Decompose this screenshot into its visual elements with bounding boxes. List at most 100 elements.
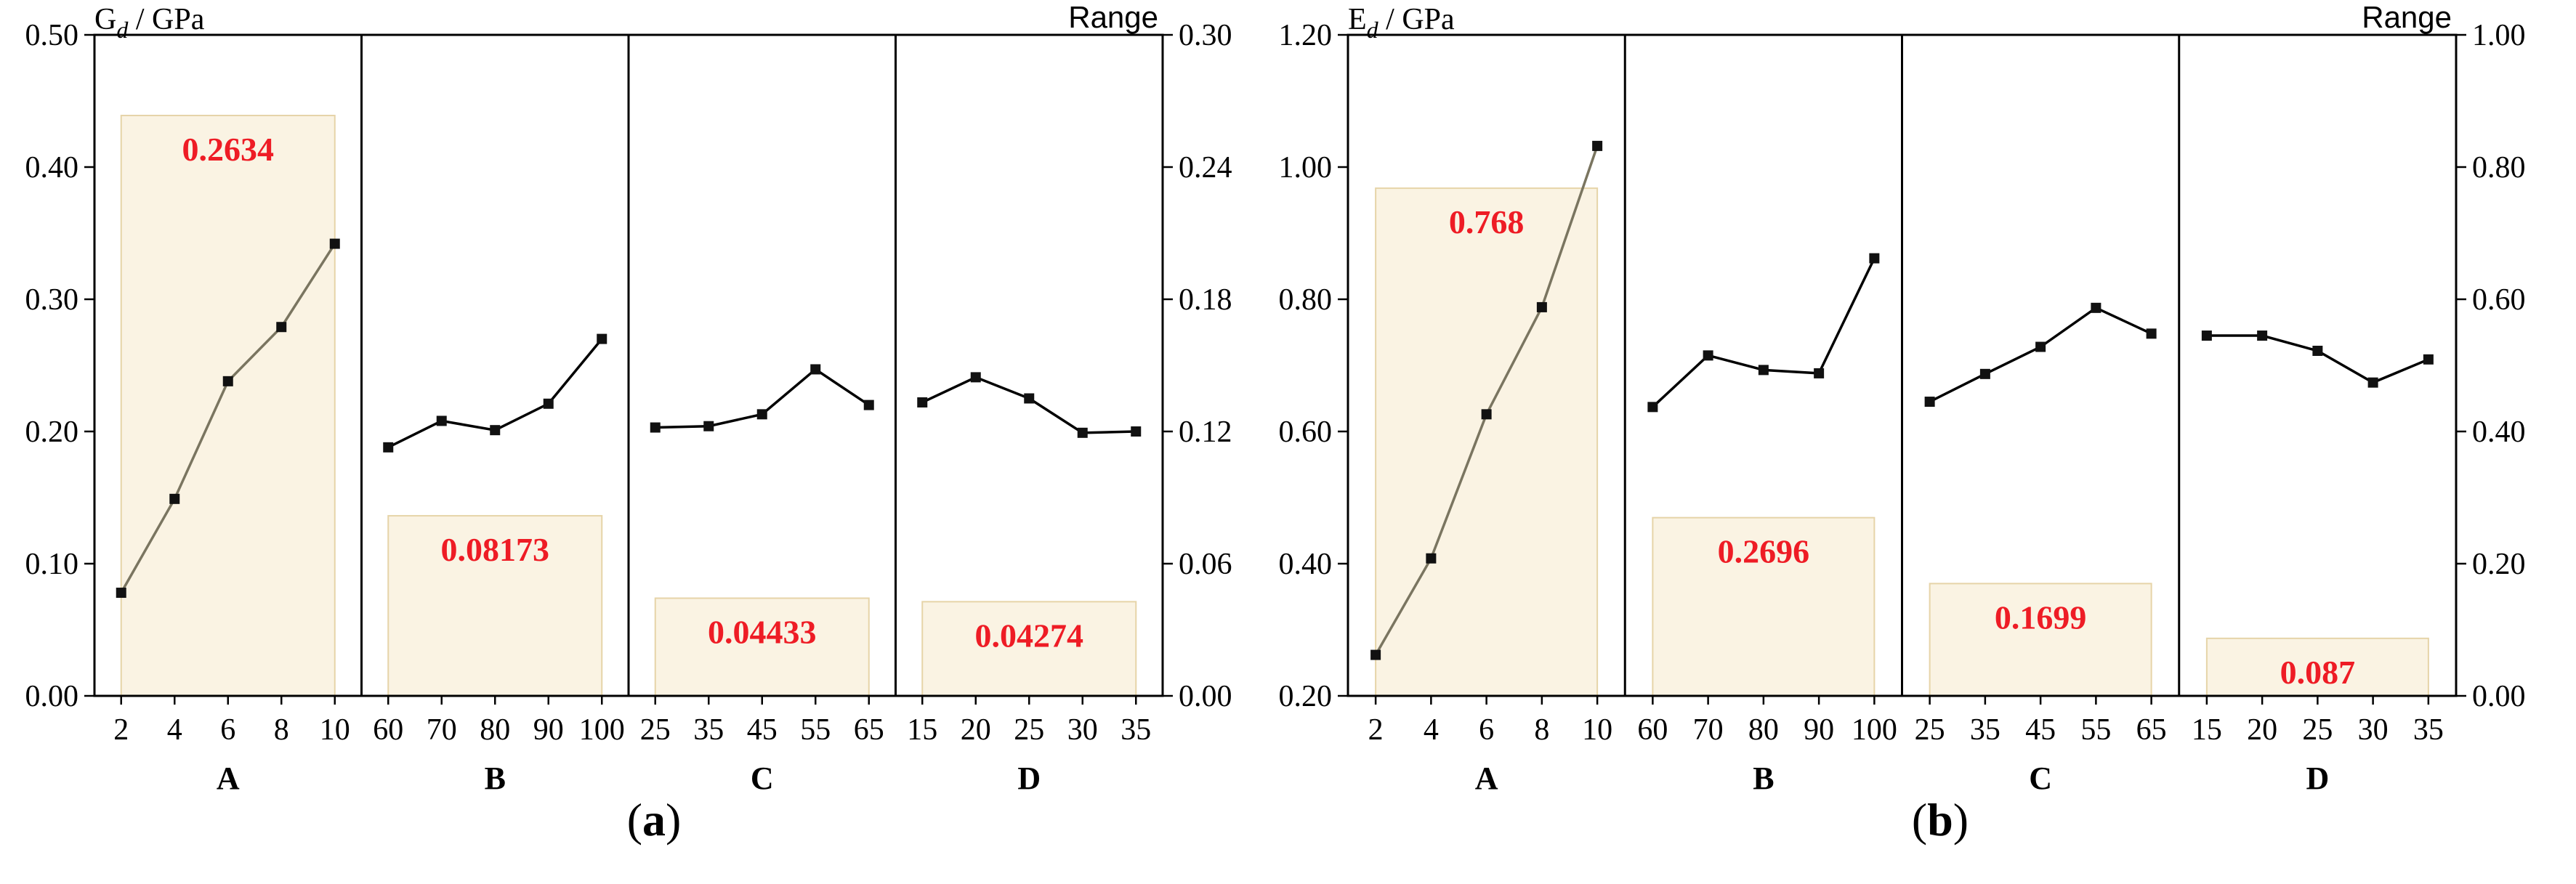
x-tick-label: 20 — [2247, 713, 2277, 747]
x-tick-label: 100 — [1852, 713, 1897, 747]
data-point — [1979, 368, 1990, 379]
x-tick-label: 80 — [480, 713, 510, 747]
y2-tick-label: 0.06 — [1179, 548, 1232, 581]
range-bar-d — [2205, 637, 2429, 697]
x-tick-label: 45 — [2025, 713, 2056, 747]
y-tick-label: 0.40 — [1279, 548, 1333, 581]
data-point — [1481, 409, 1492, 420]
data-point — [2367, 377, 2378, 388]
y-tick-label: 0.80 — [1279, 283, 1333, 317]
data-point — [1703, 350, 1713, 361]
data-point — [1370, 649, 1381, 660]
x-tick-label: 8 — [274, 713, 289, 747]
y-axis-title-unit: / GPa — [1378, 3, 1455, 36]
x-tick-label: 10 — [320, 713, 350, 747]
x-tick-label: 30 — [2358, 713, 2389, 747]
data-point — [1024, 393, 1035, 404]
data-point — [383, 442, 394, 453]
factor-label-d: D — [1017, 761, 1041, 796]
y-tick-label: 0.40 — [25, 151, 79, 184]
y-axis-title: Ed / GPa — [1348, 3, 1455, 43]
y-tick-label: 0.20 — [1279, 680, 1333, 713]
panel-a: 0.2634 0.08173 0.04433 0.04274 2 4 6 8 10 A 60 70 80… — [25, 0, 1232, 846]
data-point — [1758, 365, 1769, 376]
range-value-label: 0.087 — [2280, 654, 2356, 691]
x-tick-label: 65 — [2136, 713, 2167, 747]
range-bar-c — [654, 597, 870, 697]
y-tick-label: 0.30 — [25, 283, 79, 317]
data-point — [1814, 368, 1825, 378]
x-tick-label: 35 — [1970, 713, 2000, 747]
data-point — [810, 364, 821, 375]
range-bar-d — [921, 601, 1137, 697]
y-tick-label: 0.60 — [1279, 415, 1333, 449]
y-tick-label: 0.20 — [25, 415, 79, 449]
range-bar-a — [1375, 187, 1599, 697]
x-tick-label: 45 — [747, 713, 778, 747]
y2-tick-label: 0.00 — [1179, 680, 1232, 713]
data-point — [1647, 402, 1658, 413]
y2-axis-title: Range — [2362, 0, 2452, 34]
data-point — [1592, 140, 1603, 151]
y2-tick-label: 0.60 — [2472, 283, 2526, 317]
range-bar-b — [1652, 516, 1876, 697]
x-tick-label: 35 — [2413, 713, 2444, 747]
data-point — [597, 333, 607, 344]
data-point — [917, 397, 928, 407]
range-bar-a — [120, 115, 336, 697]
y-axis-title-subscript: d — [116, 17, 129, 43]
factor-label-b: B — [485, 761, 506, 796]
x-tick-label: 35 — [693, 713, 724, 747]
x-tick-label: 55 — [2080, 713, 2111, 747]
data-point — [2201, 331, 2212, 341]
range-value-label: 0.04433 — [708, 614, 817, 651]
data-point — [169, 493, 180, 504]
y-tick-label: 1.20 — [1279, 19, 1333, 52]
x-tick-label: 60 — [373, 713, 403, 747]
range-bar-c — [1929, 583, 2152, 697]
factor-label-c: C — [2029, 761, 2052, 796]
y-axis-title-main: E — [1348, 3, 1367, 36]
y2-tick-label: 0.00 — [2472, 680, 2526, 713]
panel-b: 0.768 0.2696 0.1699 0.087 2 4 6 8 10 A 60 70 80 90 100… — [1279, 0, 2526, 846]
y-tick-label: 0.10 — [25, 548, 79, 581]
x-tick-label: 6 — [220, 713, 235, 747]
data-point — [2035, 341, 2046, 352]
data-point — [756, 409, 767, 420]
range-value-label: 0.768 — [1449, 203, 1525, 240]
factor-label-a: A — [217, 761, 240, 796]
x-tick-label: 70 — [1693, 713, 1724, 747]
data-point — [222, 376, 233, 386]
factor-label-b: B — [1753, 761, 1774, 796]
data-point — [863, 400, 874, 410]
data-point — [1869, 253, 1880, 264]
factor-label-c: C — [751, 761, 774, 796]
y2-tick-label: 0.20 — [2472, 548, 2526, 581]
series-line-c — [1929, 306, 2152, 403]
range-value-label: 0.1699 — [1995, 599, 2087, 636]
x-tick-label: 4 — [1424, 713, 1439, 747]
data-point — [2146, 328, 2157, 339]
data-point — [2257, 331, 2268, 341]
y2-tick-label: 0.12 — [1179, 415, 1232, 449]
x-tick-label: 65 — [854, 713, 884, 747]
series-line-d — [921, 376, 1136, 434]
x-tick-label: 25 — [640, 713, 671, 747]
data-point — [543, 398, 554, 409]
x-tick-label: 4 — [167, 713, 182, 747]
data-point — [650, 422, 661, 433]
data-point — [490, 425, 501, 436]
y2-tick-label: 0.80 — [2472, 151, 2526, 184]
y-tick-label: 1.00 — [1279, 151, 1333, 184]
y-axis-title: Gd / GPa — [94, 3, 205, 43]
range-value-label: 0.04274 — [975, 617, 1084, 654]
data-point — [1924, 397, 1935, 407]
y-axis-title-main: G — [94, 3, 116, 36]
data-point — [1131, 426, 1142, 437]
data-point — [1077, 427, 1088, 438]
x-tick-label: 2 — [113, 713, 129, 747]
range-bar-b — [387, 515, 603, 697]
factor-label-a: A — [1475, 761, 1498, 796]
x-tick-label: 70 — [427, 713, 457, 747]
